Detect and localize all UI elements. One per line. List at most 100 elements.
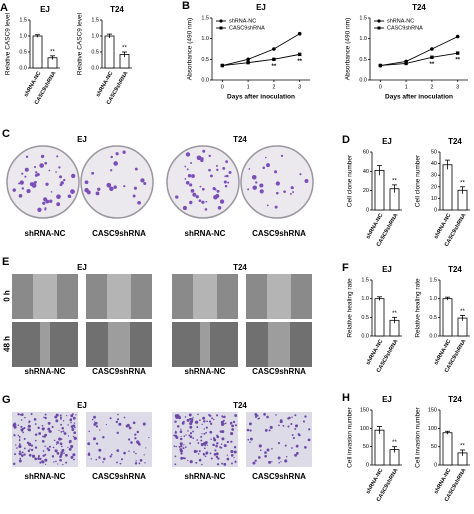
colony bbox=[201, 187, 205, 191]
chart-title: EJ bbox=[256, 3, 266, 12]
cell bbox=[264, 454, 267, 458]
cell bbox=[213, 453, 217, 456]
cell bbox=[134, 462, 138, 465]
colony bbox=[247, 188, 250, 191]
colony bbox=[175, 195, 179, 199]
cell bbox=[19, 457, 22, 460]
cell bbox=[246, 428, 250, 432]
cell bbox=[44, 433, 48, 437]
marker bbox=[246, 57, 250, 62]
colony bbox=[225, 160, 229, 164]
cell bbox=[14, 453, 16, 455]
cell bbox=[196, 426, 199, 429]
plate bbox=[6, 145, 80, 219]
cell bbox=[174, 463, 177, 466]
colony bbox=[213, 194, 218, 200]
significance-label: ** bbox=[50, 49, 55, 55]
marker bbox=[297, 52, 302, 57]
cell bbox=[59, 442, 63, 446]
cell bbox=[20, 419, 23, 421]
cell bbox=[196, 439, 199, 441]
colony bbox=[21, 187, 25, 190]
group-label: T24 bbox=[233, 401, 247, 410]
cell bbox=[30, 412, 33, 416]
cell bbox=[30, 444, 34, 447]
cell bbox=[98, 448, 102, 452]
cell bbox=[55, 413, 59, 417]
cell bbox=[116, 431, 119, 435]
marker bbox=[297, 31, 302, 36]
y-tick-label: 0.0 bbox=[359, 77, 367, 83]
colony bbox=[141, 179, 144, 182]
y-tick-label: 0 bbox=[434, 462, 437, 468]
cell bbox=[189, 435, 193, 438]
column-label: CASC9shRNA bbox=[92, 472, 146, 481]
cell bbox=[48, 429, 52, 433]
cell bbox=[18, 452, 22, 456]
cell bbox=[217, 457, 220, 460]
cell bbox=[73, 431, 77, 435]
x-tick-label: 0 bbox=[221, 84, 224, 90]
colony bbox=[97, 187, 101, 191]
cell bbox=[210, 457, 213, 460]
cell bbox=[48, 445, 51, 448]
cell bbox=[248, 422, 252, 426]
cell bbox=[211, 417, 214, 420]
colony bbox=[122, 150, 126, 154]
x-tick-label: 0 bbox=[379, 84, 382, 90]
cell bbox=[42, 450, 45, 452]
cell bbox=[95, 425, 98, 428]
cell bbox=[95, 442, 99, 445]
cell bbox=[249, 429, 252, 432]
cell bbox=[20, 413, 24, 416]
cell bbox=[178, 445, 181, 448]
cell bbox=[294, 453, 297, 457]
cell bbox=[308, 428, 311, 431]
cell bbox=[205, 431, 207, 434]
cell bbox=[233, 450, 237, 454]
cell bbox=[61, 448, 65, 452]
cell bbox=[259, 449, 262, 451]
colony bbox=[45, 182, 49, 186]
cell bbox=[210, 422, 213, 425]
cell bbox=[284, 459, 288, 463]
cell bbox=[269, 425, 273, 429]
cell bbox=[205, 451, 209, 455]
y-tick-label: 40 bbox=[363, 169, 369, 175]
significance-label: ** bbox=[460, 444, 465, 450]
colony bbox=[60, 181, 64, 185]
invasion-image bbox=[12, 412, 78, 467]
cell bbox=[221, 415, 224, 418]
colony bbox=[264, 156, 267, 159]
cell bbox=[51, 455, 55, 458]
cell bbox=[179, 449, 183, 453]
colony bbox=[12, 188, 16, 192]
colony bbox=[259, 189, 264, 194]
cell bbox=[233, 456, 235, 459]
colony bbox=[216, 189, 220, 193]
cell bbox=[271, 461, 273, 463]
cell bbox=[24, 416, 26, 419]
cell bbox=[126, 423, 130, 427]
cell bbox=[93, 421, 96, 423]
group-label: T24 bbox=[233, 135, 247, 144]
cell bbox=[13, 425, 17, 429]
cell bbox=[28, 442, 32, 446]
cell bbox=[116, 449, 120, 453]
cell bbox=[16, 447, 18, 449]
colony bbox=[274, 205, 278, 209]
colony bbox=[299, 173, 302, 176]
significance-label: ** bbox=[122, 46, 127, 52]
y-tick-label: 1.0 bbox=[429, 296, 437, 302]
cell bbox=[220, 447, 223, 449]
cell bbox=[201, 463, 203, 466]
y-tick-label: 0.5 bbox=[91, 49, 99, 55]
colony bbox=[56, 194, 61, 200]
colony bbox=[201, 200, 205, 204]
colony bbox=[190, 188, 195, 193]
colony bbox=[191, 174, 195, 178]
cell bbox=[31, 454, 36, 458]
cell bbox=[70, 421, 72, 424]
cell bbox=[55, 460, 57, 463]
